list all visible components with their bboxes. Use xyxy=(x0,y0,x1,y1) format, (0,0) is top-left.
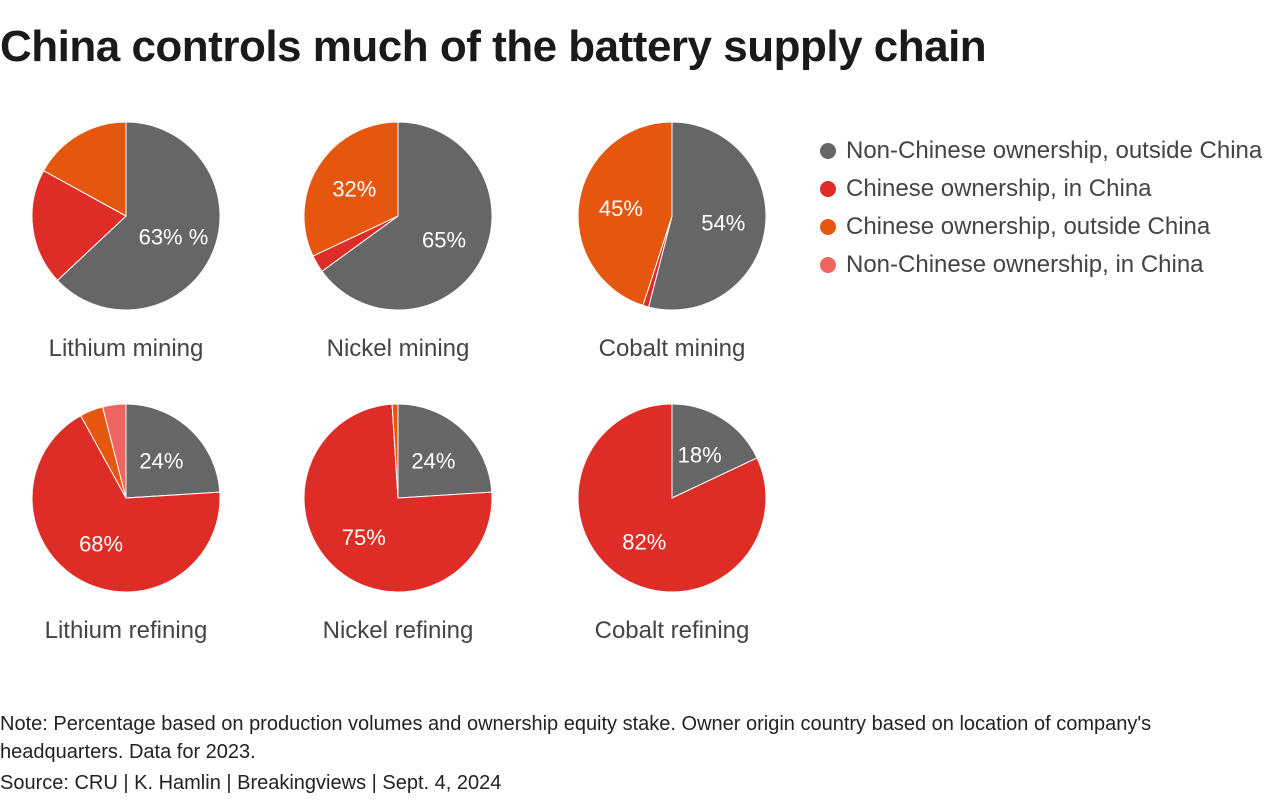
data-label: 32% xyxy=(332,176,376,201)
pie-slice xyxy=(56,121,221,311)
note: Note: Percentage based on production vol… xyxy=(0,713,1152,763)
legend-label: Non-Chinese ownership, outside China xyxy=(846,137,1263,164)
pie-slice xyxy=(671,403,758,499)
pie-slice xyxy=(321,121,493,311)
data-label: 63% % xyxy=(139,225,209,250)
legend-label: Non-Chinese ownership, in China xyxy=(846,251,1204,278)
pie-slice xyxy=(303,121,399,257)
legend-item: Non-Chinese ownership, outside China xyxy=(820,132,1262,170)
legend-item: Chinese ownership, in China xyxy=(820,170,1262,208)
legend-label: Chinese ownership, in China xyxy=(846,175,1152,202)
legend-item: Chinese ownership, outside China xyxy=(820,208,1262,246)
pie-title: Lithium mining xyxy=(49,335,204,362)
data-label: 68% xyxy=(79,531,123,556)
chart-title: China controls much of the battery suppl… xyxy=(0,22,987,71)
data-label: 75% xyxy=(342,525,386,550)
legend-swatch xyxy=(820,143,836,159)
pie-title: Lithium refining xyxy=(45,617,208,644)
pie-slice xyxy=(31,170,127,282)
data-label: 24% xyxy=(411,448,455,473)
data-label: 18% xyxy=(678,442,722,467)
pie-slice xyxy=(391,403,399,499)
pie-slice xyxy=(42,121,127,217)
legend-swatch xyxy=(820,181,836,197)
pie-slice xyxy=(31,414,221,593)
pie-slice xyxy=(125,403,221,499)
data-label: 54% xyxy=(701,210,745,235)
legend-swatch xyxy=(820,257,836,273)
data-label: 45% xyxy=(599,196,643,221)
data-label: 24% xyxy=(139,448,183,473)
pie-charts: 63% % Lithium mining 65% 32% Nickel mining 54… xyxy=(31,121,767,644)
pie-slice xyxy=(648,121,767,311)
legend-item: Non-Chinese ownership, in China xyxy=(820,246,1262,284)
pie-slice xyxy=(397,403,493,499)
pie-slice xyxy=(577,403,767,593)
pie-title: Nickel refining xyxy=(323,617,474,644)
pie-title: Cobalt refining xyxy=(595,617,750,644)
data-label: 65% xyxy=(422,227,466,252)
source: Source: CRU | K. Hamlin | Breakingviews … xyxy=(0,772,502,794)
legend-label: Chinese ownership, outside China xyxy=(846,213,1211,240)
pie-slice xyxy=(577,121,673,307)
pie-title: Cobalt mining xyxy=(599,335,746,362)
legend-swatch xyxy=(820,219,836,235)
legend: Non-Chinese ownership, outside China Chi… xyxy=(820,132,1262,284)
pie-title: Nickel mining xyxy=(327,335,470,362)
data-label: 82% xyxy=(622,530,666,555)
pie-slice xyxy=(303,403,493,593)
pie-slice xyxy=(102,403,127,499)
